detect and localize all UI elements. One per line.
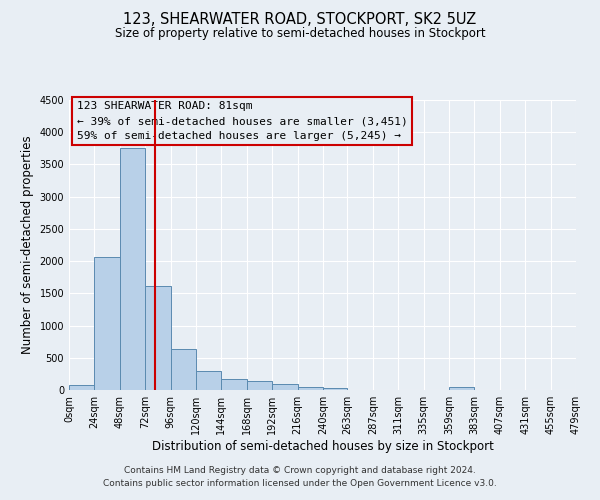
Bar bbox=[247, 381, 272, 390]
Bar bbox=[298, 387, 323, 390]
Bar bbox=[196, 370, 221, 390]
Bar bbox=[221, 379, 247, 390]
Text: 123, SHEARWATER ROAD, STOCKPORT, SK2 5UZ: 123, SHEARWATER ROAD, STOCKPORT, SK2 5UZ bbox=[124, 12, 476, 28]
Bar bbox=[145, 286, 170, 390]
Bar bbox=[120, 148, 145, 390]
Bar bbox=[170, 349, 196, 390]
X-axis label: Distribution of semi-detached houses by size in Stockport: Distribution of semi-detached houses by … bbox=[152, 440, 493, 453]
Bar bbox=[94, 257, 120, 390]
Bar bbox=[449, 388, 475, 390]
Bar bbox=[272, 384, 298, 390]
Bar bbox=[69, 385, 94, 390]
Text: Contains HM Land Registry data © Crown copyright and database right 2024.
Contai: Contains HM Land Registry data © Crown c… bbox=[103, 466, 497, 487]
Y-axis label: Number of semi-detached properties: Number of semi-detached properties bbox=[21, 136, 34, 354]
Text: 123 SHEARWATER ROAD: 81sqm
← 39% of semi-detached houses are smaller (3,451)
59%: 123 SHEARWATER ROAD: 81sqm ← 39% of semi… bbox=[77, 102, 407, 141]
Text: Size of property relative to semi-detached houses in Stockport: Size of property relative to semi-detach… bbox=[115, 28, 485, 40]
Bar bbox=[323, 388, 347, 390]
